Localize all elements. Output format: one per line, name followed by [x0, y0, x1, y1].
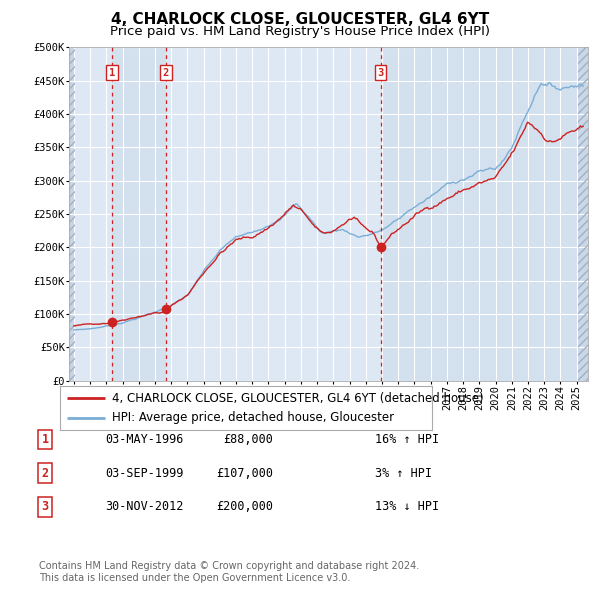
Text: 2: 2: [163, 67, 169, 77]
Text: 4, CHARLOCK CLOSE, GLOUCESTER, GL4 6YT (detached house): 4, CHARLOCK CLOSE, GLOUCESTER, GL4 6YT (…: [112, 392, 484, 405]
Bar: [69, 47, 75, 381]
Text: £107,000: £107,000: [216, 467, 273, 480]
Text: Price paid vs. HM Land Registry's House Price Index (HPI): Price paid vs. HM Land Registry's House …: [110, 25, 490, 38]
Text: 3% ↑ HPI: 3% ↑ HPI: [375, 467, 432, 480]
Text: 13% ↓ HPI: 13% ↓ HPI: [375, 500, 439, 513]
Text: 2: 2: [41, 467, 49, 480]
Text: £200,000: £200,000: [216, 500, 273, 513]
Bar: [381, 47, 588, 381]
Bar: [112, 47, 166, 381]
Text: 1: 1: [41, 433, 49, 446]
Bar: [578, 47, 588, 381]
Text: 3: 3: [41, 500, 49, 513]
Text: 03-MAY-1996: 03-MAY-1996: [105, 433, 184, 446]
Bar: [69, 47, 75, 381]
Text: 3: 3: [377, 67, 384, 77]
Text: £88,000: £88,000: [223, 433, 273, 446]
Text: HPI: Average price, detached house, Gloucester: HPI: Average price, detached house, Glou…: [112, 411, 394, 424]
Text: 16% ↑ HPI: 16% ↑ HPI: [375, 433, 439, 446]
Text: 03-SEP-1999: 03-SEP-1999: [105, 467, 184, 480]
Text: 30-NOV-2012: 30-NOV-2012: [105, 500, 184, 513]
Bar: [578, 47, 588, 381]
Text: 4, CHARLOCK CLOSE, GLOUCESTER, GL4 6YT: 4, CHARLOCK CLOSE, GLOUCESTER, GL4 6YT: [111, 12, 489, 27]
Text: 1: 1: [109, 67, 115, 77]
Text: Contains HM Land Registry data © Crown copyright and database right 2024.
This d: Contains HM Land Registry data © Crown c…: [39, 561, 419, 583]
